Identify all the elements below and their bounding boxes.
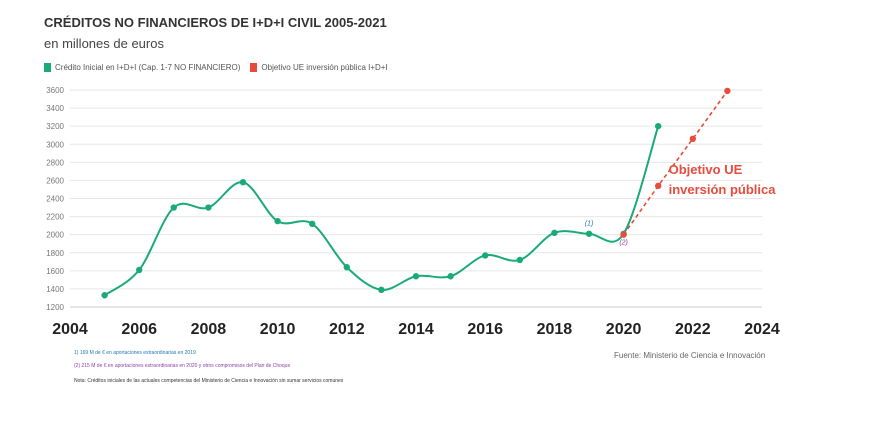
point-objetivo-2021 [655, 182, 662, 190]
point-credito-2014 [412, 273, 420, 280]
point-credito-2009 [239, 179, 247, 186]
x-tick-label-2004: 2004 [52, 321, 88, 338]
y-tick-label-2400: 2400 [46, 195, 64, 204]
legend-label-objetivo: Objetivo UE inversión pública I+D+I [261, 63, 388, 72]
y-tick-label-2600: 2600 [46, 176, 64, 185]
x-tick-label-2006: 2006 [121, 321, 157, 338]
legend-swatch-objetivo [250, 63, 258, 72]
x-tick-label-2020: 2020 [606, 321, 642, 338]
x-tick-label-2016: 2016 [467, 321, 503, 338]
y-tick-label-3200: 3200 [46, 122, 64, 131]
point-credito-2007 [170, 204, 177, 211]
y-tick-label-1400: 1400 [46, 285, 64, 294]
point-credito-2016 [482, 252, 489, 259]
point-credito-2012 [343, 264, 350, 271]
annotation-0: (1) [585, 221, 594, 228]
series-group [101, 87, 731, 299]
y-tick-label-2200: 2200 [46, 213, 64, 222]
point-credito-2018 [551, 229, 558, 237]
point-objetivo-2020 [620, 231, 627, 238]
footnote-2: (2) 215 M de € en aportaciones extraordi… [74, 363, 291, 369]
series-line-objetivo [622, 90, 729, 236]
point-objetivo-2022 [689, 135, 696, 143]
x-tick-label-2018: 2018 [537, 321, 573, 338]
point-credito-2011 [309, 220, 316, 228]
x-tick-label-2012: 2012 [329, 321, 365, 338]
x-tick-label-2024: 2024 [744, 321, 780, 338]
footnote-note: Nota: Créditos iniciales de las actuales… [74, 378, 344, 384]
point-credito-2006 [136, 266, 143, 274]
point-credito-2005 [101, 292, 108, 299]
legend: Crédito Inicial en I+D+I (Cap. 1-7 NO FI… [44, 63, 398, 72]
x-axis: 2004 2006 2008 2010 2012 2014 2016 2018 2020 2022… [52, 306, 780, 338]
y-axis: 1200 1400 1600 1800 2000 2200 2400 2600 2800 3000… [46, 86, 64, 312]
source-text: Fuente: Ministerio de Ciencia e Innovaci… [614, 351, 766, 360]
y-tick-label-1200: 1200 [46, 303, 64, 312]
annotation-1: (2) [619, 240, 628, 247]
point-objetivo-2023 [724, 87, 731, 95]
point-credito-2017 [516, 256, 523, 264]
legend-swatch-credito [44, 63, 51, 72]
point-credito-2008 [205, 204, 212, 211]
footnote-1: 1) 169 M de € en aportaciones extraordin… [74, 350, 196, 356]
y-tick-label-1800: 1800 [46, 249, 64, 258]
x-tick-label-2008: 2008 [191, 321, 227, 338]
y-tick-label-2000: 2000 [46, 231, 64, 240]
point-credito-2013 [378, 286, 385, 294]
x-tick-label-2014: 2014 [398, 321, 434, 338]
y-tick-label-2800: 2800 [46, 158, 64, 167]
legend-item-objetivo: Objetivo UE inversión pública I+D+I [250, 63, 388, 72]
y-tick-label-3400: 3400 [46, 104, 64, 113]
annotations: (1) (2) Objetivo UE inversión pública [585, 162, 777, 247]
x-tick-label-2010: 2010 [260, 321, 296, 338]
y-tick-label-1600: 1600 [46, 267, 64, 276]
legend-label-credito: Crédito Inicial en I+D+I (Cap. 1-7 NO FI… [55, 63, 241, 72]
series-line-credito [104, 125, 660, 297]
point-credito-2019 [585, 230, 593, 237]
y-tick-label-3600: 3600 [46, 86, 64, 95]
x-tick-label-2022: 2022 [675, 321, 711, 338]
point-credito-2021 [655, 122, 662, 130]
legend-item-credito: Crédito Inicial en I+D+I (Cap. 1-7 NO FI… [44, 63, 240, 72]
annotation-3: inversión pública [669, 182, 777, 197]
y-tick-label-3000: 3000 [46, 140, 64, 149]
point-credito-2010 [274, 217, 281, 225]
annotation-2: Objetivo UE [669, 162, 743, 177]
chart-subtitle: en millones de euros [44, 36, 164, 51]
point-credito-2015 [447, 273, 454, 280]
chart-title: CRÉDITOS NO FINANCIEROS DE I+D+I CIVIL 2… [44, 15, 387, 30]
